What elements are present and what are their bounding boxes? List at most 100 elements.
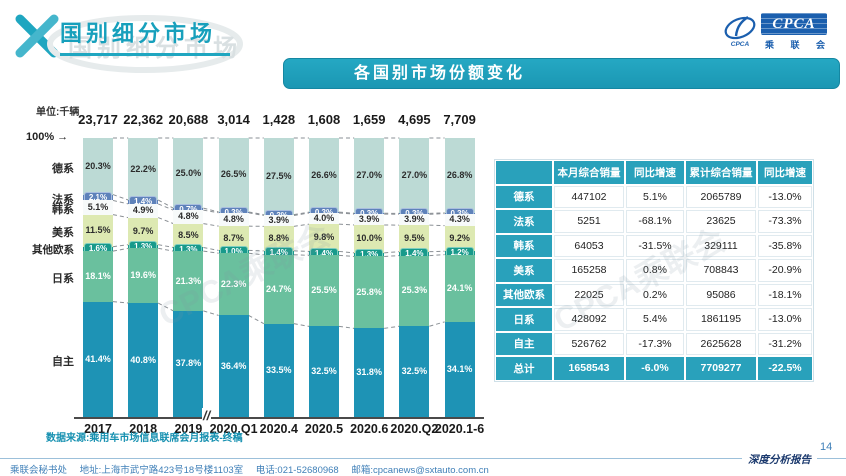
bar-segment-德系 — [173, 138, 204, 209]
footer-address: 地址:上海市武宁路423号18号楼1103室 — [79, 465, 244, 476]
x-axis-label: 2020.4 — [259, 422, 298, 436]
bar-segment-自主 — [128, 303, 159, 417]
segment-value-自主: 36.4% — [220, 360, 247, 371]
bar-segment-美系 — [83, 214, 113, 247]
table-cell: 23625 — [686, 210, 756, 233]
segment-value-韩系: 4.8% — [178, 211, 199, 222]
bar-segment-日系 — [83, 251, 113, 302]
table-cell: 5251 — [554, 210, 624, 233]
segment-value-德系: 22.2% — [130, 163, 156, 174]
table-header-cell: 同比增速 — [626, 161, 684, 184]
segment-value-韩系: 3.9% — [358, 214, 380, 225]
table-cell: 526762 — [554, 332, 624, 355]
table-cell: 2065789 — [686, 185, 756, 208]
table-cell: -73.3% — [758, 210, 812, 233]
unit-label: 单位:千辆 — [36, 107, 80, 118]
bar-segment-法系 — [444, 212, 475, 214]
bar-segment-自主 — [399, 326, 430, 417]
bar-segment-德系 — [83, 138, 113, 195]
series-label-其他欧系: 其他欧系 — [32, 244, 74, 257]
bar-total-label: 4,695 — [398, 112, 431, 127]
bar-segment-日系 — [173, 251, 204, 311]
segment-value-美系: 9.5% — [404, 232, 425, 243]
bar-segment-法系 — [263, 214, 294, 216]
segment-value-日系: 25.3% — [401, 285, 428, 296]
cpca-logo: CPCA CPCA 乘 联 会 — [722, 13, 832, 51]
bar-segment-其他欧系 — [309, 251, 339, 256]
table-row-label: 法系 — [496, 210, 552, 233]
bar-segment-其他欧系 — [444, 251, 475, 255]
bar-segment-自主 — [444, 321, 475, 417]
segment-badge-法系: 2.1% — [84, 192, 112, 203]
table-header-cell: 累计综合销量 — [686, 161, 756, 184]
bar-segment-法系 — [218, 211, 249, 213]
cpca-swoosh-caption: CPCA — [730, 41, 750, 48]
segment-value-自主: 32.5% — [311, 366, 337, 377]
segment-value-自主: 41.4% — [85, 353, 111, 364]
segment-value-日系: 18.1% — [85, 270, 111, 281]
bar-segment-美系 — [218, 226, 249, 251]
segment-value-德系: 27.0% — [401, 170, 428, 181]
segment-badge-法系: 1.4% — [129, 196, 158, 208]
segment-badge-法系: 0.3% — [219, 206, 248, 218]
segment-badge-其他欧系: 1.3% — [174, 243, 203, 255]
table-cell: 64053 — [554, 234, 624, 257]
table-cell: -17.3% — [626, 332, 684, 355]
segment-badge-其他欧系: 1.3% — [355, 249, 384, 261]
table-row-label: 德系 — [496, 185, 552, 208]
table-total-cell: 总计 — [496, 357, 552, 380]
x-axis-label: 2020.5 — [304, 422, 344, 436]
cpca-swoosh-icon — [724, 16, 756, 40]
bar-segment-日系 — [263, 254, 294, 324]
segment-value-德系: 26.8% — [446, 169, 473, 180]
series-label-美系: 美系 — [52, 227, 74, 240]
footer-divider — [0, 458, 846, 459]
bar-segment-其他欧系 — [128, 244, 159, 249]
bar-segment-日系 — [309, 255, 339, 327]
segment-value-韩系: 3.9% — [268, 215, 290, 226]
segment-value-德系: 27.0% — [356, 170, 382, 181]
segment-value-美系: 10.0% — [356, 233, 382, 244]
bar-total-label: 1,428 — [262, 112, 296, 127]
segment-value-德系: 25.0% — [175, 167, 202, 178]
table-cell: -13.0% — [758, 185, 812, 208]
x-axis-label: 2020.1-6 — [434, 422, 485, 436]
bar-segment-日系 — [218, 253, 249, 316]
source-note: 数据来源:乘用车市场信息联席会月报表-终稿 — [46, 433, 243, 444]
segment-badge-法系: 0.3% — [355, 208, 384, 220]
bar-segment-美系 — [128, 217, 159, 245]
table-cell: -68.1% — [626, 210, 684, 233]
segment-value-自主: 32.5% — [401, 366, 428, 377]
x-axis-line — [74, 417, 484, 419]
segment-badge-法系: 0.3% — [264, 209, 293, 221]
report-type-label: 深度分析报告 — [742, 452, 817, 467]
segment-value-美系: 11.5% — [85, 225, 111, 236]
bar-segment-法系 — [173, 208, 204, 211]
segment-badge-其他欧系: 1.3% — [129, 241, 158, 252]
arrow-right-icon: → — [57, 131, 69, 143]
bar-segment-韩系 — [399, 214, 430, 226]
bar-segment-美系 — [354, 224, 385, 253]
segment-value-美系: 8.5% — [178, 230, 199, 241]
segment-value-美系: 9.2% — [449, 232, 470, 243]
footer-email: 邮箱:cpcanews@sxtauto.com.cn — [351, 465, 489, 476]
segment-value-日系: 24.7% — [266, 283, 292, 294]
bar-total-label: 3,014 — [217, 112, 250, 127]
bar-total-label: 1,659 — [352, 112, 386, 127]
page-number: 14 — [820, 441, 833, 453]
segment-value-日系: 22.3% — [220, 278, 247, 289]
bar-segment-自主 — [218, 315, 249, 417]
ghost-watermark-swoosh-icon — [47, 15, 243, 73]
bar-segment-韩系 — [83, 200, 113, 215]
segment-value-美系: 8.8% — [268, 233, 290, 244]
bar-segment-美系 — [309, 224, 339, 252]
table-cell: 708843 — [686, 259, 756, 282]
bar-segment-自主 — [173, 310, 204, 417]
table-total-cell: -6.0% — [626, 357, 684, 380]
table-cell: 428092 — [554, 308, 624, 331]
bar-segment-韩系 — [128, 203, 159, 218]
table-header-cell: 同比增速 — [758, 161, 812, 184]
bar-segment-日系 — [128, 248, 159, 304]
segment-value-德系: 26.5% — [220, 169, 247, 180]
bar-segment-自主 — [354, 328, 385, 417]
